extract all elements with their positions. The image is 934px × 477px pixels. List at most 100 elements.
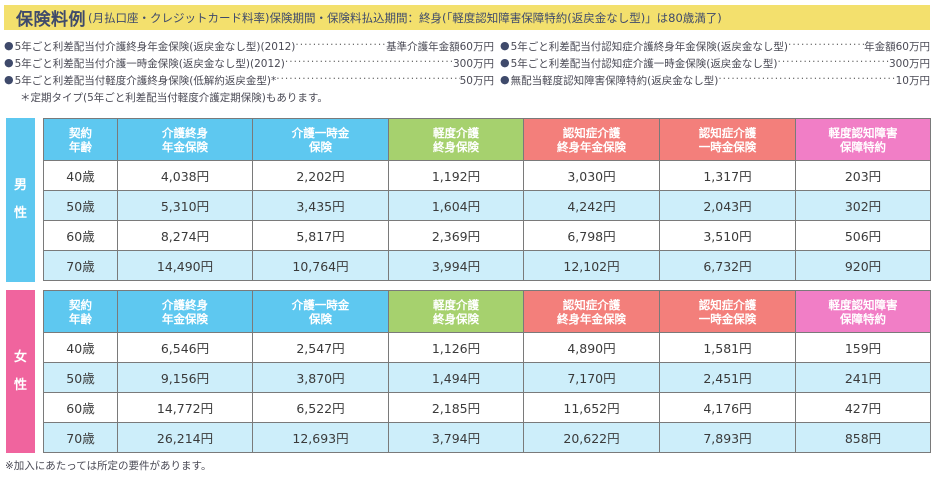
premium-cell: 4,176円 (659, 392, 796, 423)
column-header-line: 終身保険 (433, 311, 479, 326)
column-header-line: 軽度介護 (433, 125, 479, 140)
bullet-icon: ● (500, 56, 510, 69)
product-item: ● 5年ごと利差配当付介護終身年金保険(返戻金なし型)(2012) 基準介護年金… (4, 39, 500, 54)
product-item: ● 5年ごと利差配当付軽度介護終身保険(低解約返戻金型)* 50万円 (4, 73, 500, 88)
column-header-line: 年齢 (69, 311, 92, 326)
leader-dots (295, 39, 386, 54)
column-header-line: 保険 (309, 139, 332, 154)
column-header-line: 契約 (69, 125, 92, 140)
premium-cell: 3,030円 (523, 160, 660, 191)
premium-cell: 1,581円 (659, 332, 796, 363)
table-header-row: 契約 年齢 介護終身 年金保険 介護一時金 保険 軽度介護 終身保険 認知症介護 終身年金保険 認知… (43, 290, 931, 333)
age-cell: 70歳 (43, 422, 118, 453)
premium-cell: 1,192円 (388, 160, 524, 191)
premium-cell: 6,546円 (117, 332, 253, 363)
product-list: ● 5年ごと利差配当付介護終身年金保険(返戻金なし型)(2012) 基準介護年金… (4, 38, 930, 106)
bullet-icon: ● (500, 73, 510, 86)
table-header-row: 契約 年齢 介護終身 年金保険 介護一時金 保険 軽度介護 終身保険 認知症介護 終身年金保険 認知… (43, 118, 931, 161)
premium-cell: 3,994円 (388, 250, 524, 281)
premium-cell: 4,038円 (117, 160, 253, 191)
leader-dots (718, 73, 895, 88)
table-row: 40歳 4,038円 2,202円 1,192円 3,030円 1,317円 203円 (43, 160, 931, 191)
age-cell: 70歳 (43, 250, 118, 281)
premium-cell: 2,202円 (252, 160, 389, 191)
gender-label-char: 性 (13, 206, 27, 221)
product-amount: 年金額60万円 (864, 41, 930, 53)
bullet-icon: ● (4, 39, 14, 52)
premium-cell: 2,369円 (388, 220, 524, 251)
page-subtitle: (月払口座・クレジットカード料率)保険期間・保険料払込期間：終身(「軽度認知障害… (88, 10, 722, 25)
product-row: ● 5年ごと利差配当付介護終身年金保険(返戻金なし型)(2012) 基準介護年金… (4, 38, 930, 55)
premium-cell: 7,893円 (659, 422, 796, 453)
product-note: ＊定期タイプ(5年ごと利差配当付軽度介護定期保険)もあります。 (20, 92, 328, 104)
premium-cell: 1,494円 (388, 362, 524, 393)
premium-cell: 241円 (795, 362, 931, 393)
column-header-line: 一時金保険 (698, 139, 757, 154)
table-row: 50歳 9,156円 3,870円 1,494円 7,170円 2,451円 241円 (43, 362, 931, 393)
premium-cell: 920円 (795, 250, 931, 281)
column-header-line: 保障特約 (840, 311, 886, 326)
premium-cell: 26,214円 (117, 422, 253, 453)
leader-dots (285, 56, 453, 71)
product-name: 5年ごと利差配当付認知症介護終身年金保険(返戻金なし型) (510, 41, 788, 53)
table-row: 70歳 14,490円 10,764円 3,994円 12,102円 6,732円 920円 (43, 250, 931, 281)
column-header-line: 介護一時金 (291, 125, 350, 140)
column-header: 介護一時金 保険 (252, 118, 389, 161)
product-amount: 基準介護年金額60万円 (386, 41, 494, 53)
premium-cell: 1,126円 (388, 332, 524, 363)
column-header-line: 軽度認知障害 (828, 125, 898, 140)
column-header-line: 認知症介護 (562, 125, 621, 140)
age-cell: 50歳 (43, 362, 118, 393)
age-cell: 60歳 (43, 220, 118, 251)
premium-cell: 2,547円 (252, 332, 389, 363)
footnote: ※加入にあたっては所定の要件があります。 (5, 460, 212, 472)
product-name: 5年ごと利差配当付介護一時金保険(返戻金なし型)(2012) (14, 58, 285, 70)
premium-cell: 1,317円 (659, 160, 796, 191)
table-row: 70歳 26,214円 12,693円 3,794円 20,622円 7,893円 858円 (43, 422, 931, 453)
premium-cell: 1,604円 (388, 190, 524, 221)
premium-cell: 159円 (795, 332, 931, 363)
gender-label-char: 性 (13, 377, 27, 393)
product-amount: 300万円 (888, 58, 930, 70)
column-header-line: 介護一時金 (291, 297, 350, 312)
product-name: 5年ごと利差配当付軽度介護終身保険(低解約返戻金型)* (14, 75, 277, 87)
premium-cell: 9,156円 (117, 362, 253, 393)
premium-cell: 2,043円 (659, 190, 796, 221)
product-item: ● 5年ごと利差配当付認知症介護一時金保険(返戻金なし型) 300万円 (500, 56, 930, 71)
premium-cell: 302円 (795, 190, 931, 221)
column-header: 介護終身 年金保険 (117, 290, 253, 333)
premium-cell: 4,890円 (523, 332, 660, 363)
premium-cell: 4,242円 (523, 190, 660, 221)
gender-label-char: 女 (13, 349, 27, 365)
column-header: 契約 年齢 (43, 118, 118, 161)
column-header-line: 認知症介護 (562, 297, 621, 312)
product-row: ● 5年ごと利差配当付介護一時金保険(返戻金なし型)(2012) 300万円 ●… (4, 55, 930, 72)
column-header-line: 終身保険 (433, 139, 479, 154)
premium-cell: 6,522円 (252, 392, 389, 423)
column-header: 認知症介護 一時金保険 (659, 118, 796, 161)
column-header-line: 年金保険 (162, 311, 208, 326)
column-header: 軽度介護 終身保険 (388, 290, 524, 333)
column-header-line: 認知症介護 (698, 297, 757, 312)
gender-label-char: 男 (13, 178, 27, 193)
column-header: 軽度認知障害 保障特約 (795, 118, 931, 161)
premium-cell: 14,490円 (117, 250, 253, 281)
female-rate-table: 契約 年齢 介護終身 年金保険 介護一時金 保険 軽度介護 終身保険 認知症介護 終身年金保険 認知… (43, 290, 931, 453)
premium-cell: 14,772円 (117, 392, 253, 423)
premium-cell: 3,870円 (252, 362, 389, 393)
column-header: 認知症介護 終身年金保険 (523, 118, 660, 161)
column-header-line: 軽度介護 (433, 297, 479, 312)
column-header: 軽度認知障害 保障特約 (795, 290, 931, 333)
premium-cell: 5,310円 (117, 190, 253, 221)
product-item: ● 無配当軽度認知障害保障特約(返戻金なし型) 10万円 (500, 73, 930, 88)
age-cell: 60歳 (43, 392, 118, 423)
column-header: 介護終身 年金保険 (117, 118, 253, 161)
column-header: 介護一時金 保険 (252, 290, 389, 333)
premium-cell: 427円 (795, 392, 931, 423)
premium-cell: 6,798円 (523, 220, 660, 251)
column-header: 軽度介護 終身保険 (388, 118, 524, 161)
column-header: 認知症介護 一時金保険 (659, 290, 796, 333)
product-row: ● 5年ごと利差配当付軽度介護終身保険(低解約返戻金型)* 50万円 ● 無配当… (4, 72, 930, 89)
product-name: 無配当軽度認知障害保障特約(返戻金なし型) (510, 75, 719, 87)
table-row: 40歳 6,546円 2,547円 1,126円 4,890円 1,581円 159円 (43, 332, 931, 363)
